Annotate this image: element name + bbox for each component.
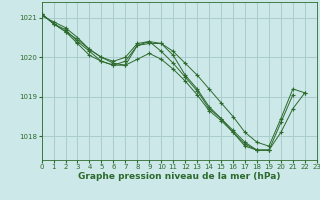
X-axis label: Graphe pression niveau de la mer (hPa): Graphe pression niveau de la mer (hPa) [78, 172, 280, 181]
